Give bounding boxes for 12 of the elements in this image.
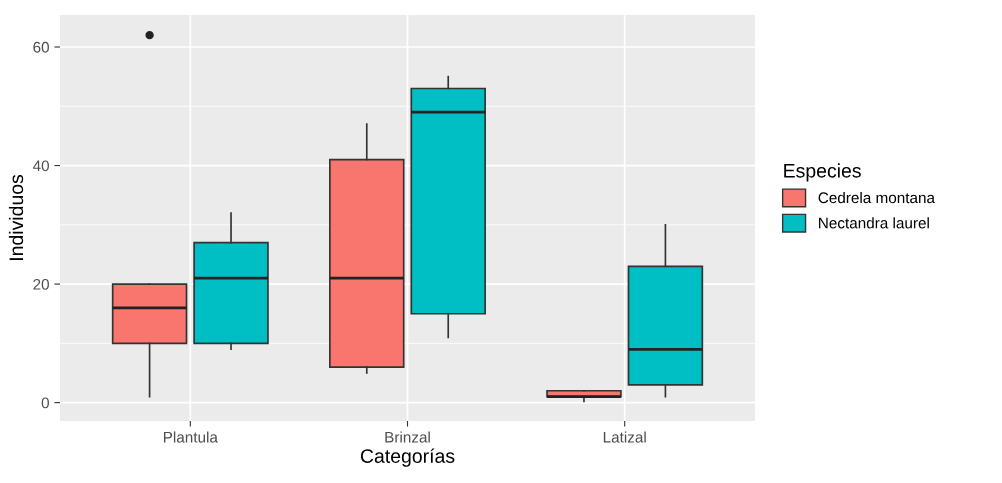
x-tick-label: Latizal: [603, 431, 646, 443]
legend-label: Cedrela montana: [818, 191, 935, 204]
legend-title: Especies: [784, 163, 861, 182]
legend-label: Nectandra laurel: [819, 217, 929, 229]
y-tick-label: 0: [41, 397, 49, 409]
x-tick-label: Brinzal: [385, 431, 430, 443]
y-tick-label: 20: [33, 278, 49, 290]
y-tick-label: 60: [33, 41, 49, 53]
x-axis-title: Categorías: [360, 448, 455, 467]
y-axis-title: Individuos: [8, 174, 24, 260]
y-tick-label: 40: [32, 160, 49, 172]
x-tick-label: Plantula: [163, 431, 218, 443]
